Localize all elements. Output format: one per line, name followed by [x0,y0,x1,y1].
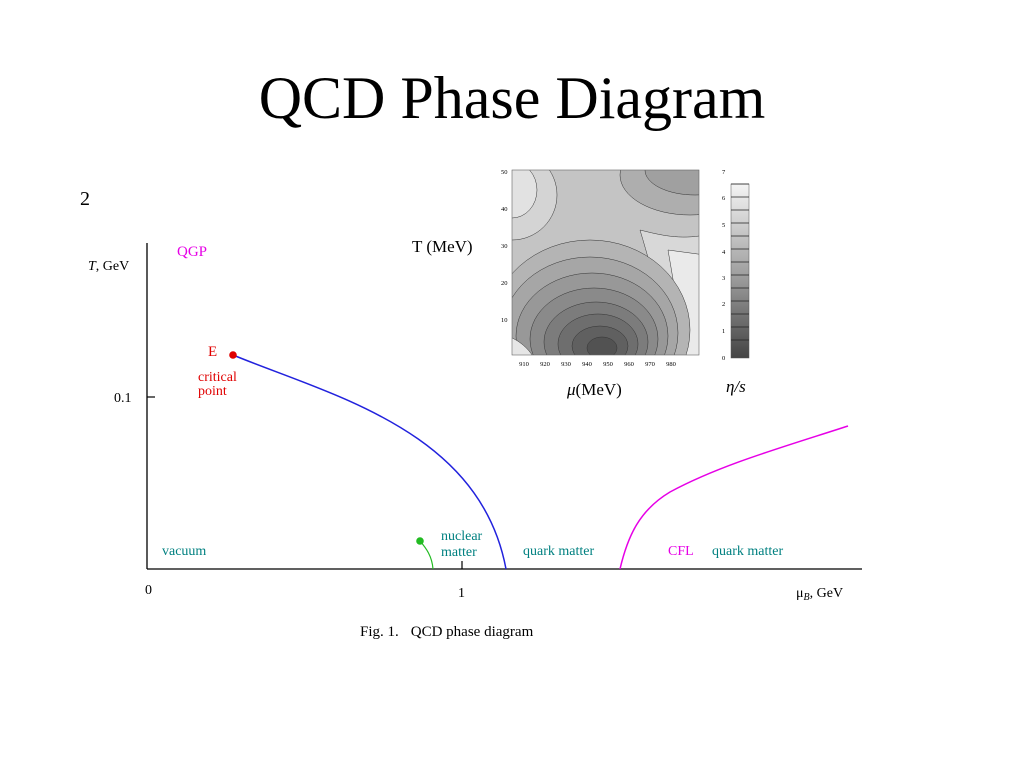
cfl-boundary-line [619,425,849,570]
inset-x-tick: 970 [645,361,655,368]
nuclear-point-marker [416,537,424,545]
x-tick-label-zero: 0 [145,583,152,598]
region-cfl-quark-matter: quark matter [712,544,783,559]
colorbar-tick: 3 [722,275,725,282]
region-quark-matter: quark matter [523,544,594,559]
inset-x-tick: 950 [603,361,613,368]
region-qgp: QGP [177,244,207,260]
inset-y-tick: 10 [501,317,508,324]
colorbar-tick: 6 [722,195,726,202]
inset-x-tick: 960 [624,361,634,368]
critical-point-letter: E [208,344,217,360]
colorbar-tick: 2 [722,301,725,308]
inset-y-tick: 30 [501,243,508,250]
slide-title: QCD Phase Diagram [258,65,766,131]
page-number: 2 [80,188,90,210]
x-tick-label-one: 1 [458,586,465,601]
inset-x-tick: 940 [582,361,592,368]
critical-point-label-line2: point [198,384,227,399]
inset-colorbar [730,183,750,359]
inset-x-tick: 930 [561,361,571,368]
transition-line [232,354,507,570]
colorbar-tick: 5 [722,222,725,229]
inset-x-tick: 910 [519,361,529,368]
colorbar-tick: 1 [722,328,725,335]
region-vacuum: vacuum [162,544,206,559]
inset-y-tick: 50 [501,169,508,176]
colorbar-tick: 7 [722,169,726,176]
critical-point-marker [229,351,237,359]
inset-x-label: μ(MeV) [566,380,622,399]
figure-caption: Fig. 1. QCD phase diagram [360,624,534,640]
inset-x-tick: 920 [540,361,550,368]
inset-y-label: T (MeV) [412,237,473,256]
x-axis-label: μB, GeV [796,586,843,603]
region-nuclear-line2: matter [441,545,477,560]
y-axis-label: T, GeV [88,259,129,274]
inset-x-tick: 980 [666,361,676,368]
nuclear-transition-line [419,540,434,570]
region-cfl: CFL [668,544,694,559]
inset-contour-plot [511,169,700,356]
critical-point-label-line1: critical [198,370,237,385]
colorbar-tick: 0 [722,355,725,362]
y-tick-label: 0.1 [114,391,132,406]
inset-y-tick: 40 [501,206,508,213]
colorbar-tick: 4 [722,249,726,256]
colorbar-label: η/s [726,377,746,396]
inset-y-tick: 20 [501,280,508,287]
region-nuclear-line1: nuclear [441,529,483,544]
